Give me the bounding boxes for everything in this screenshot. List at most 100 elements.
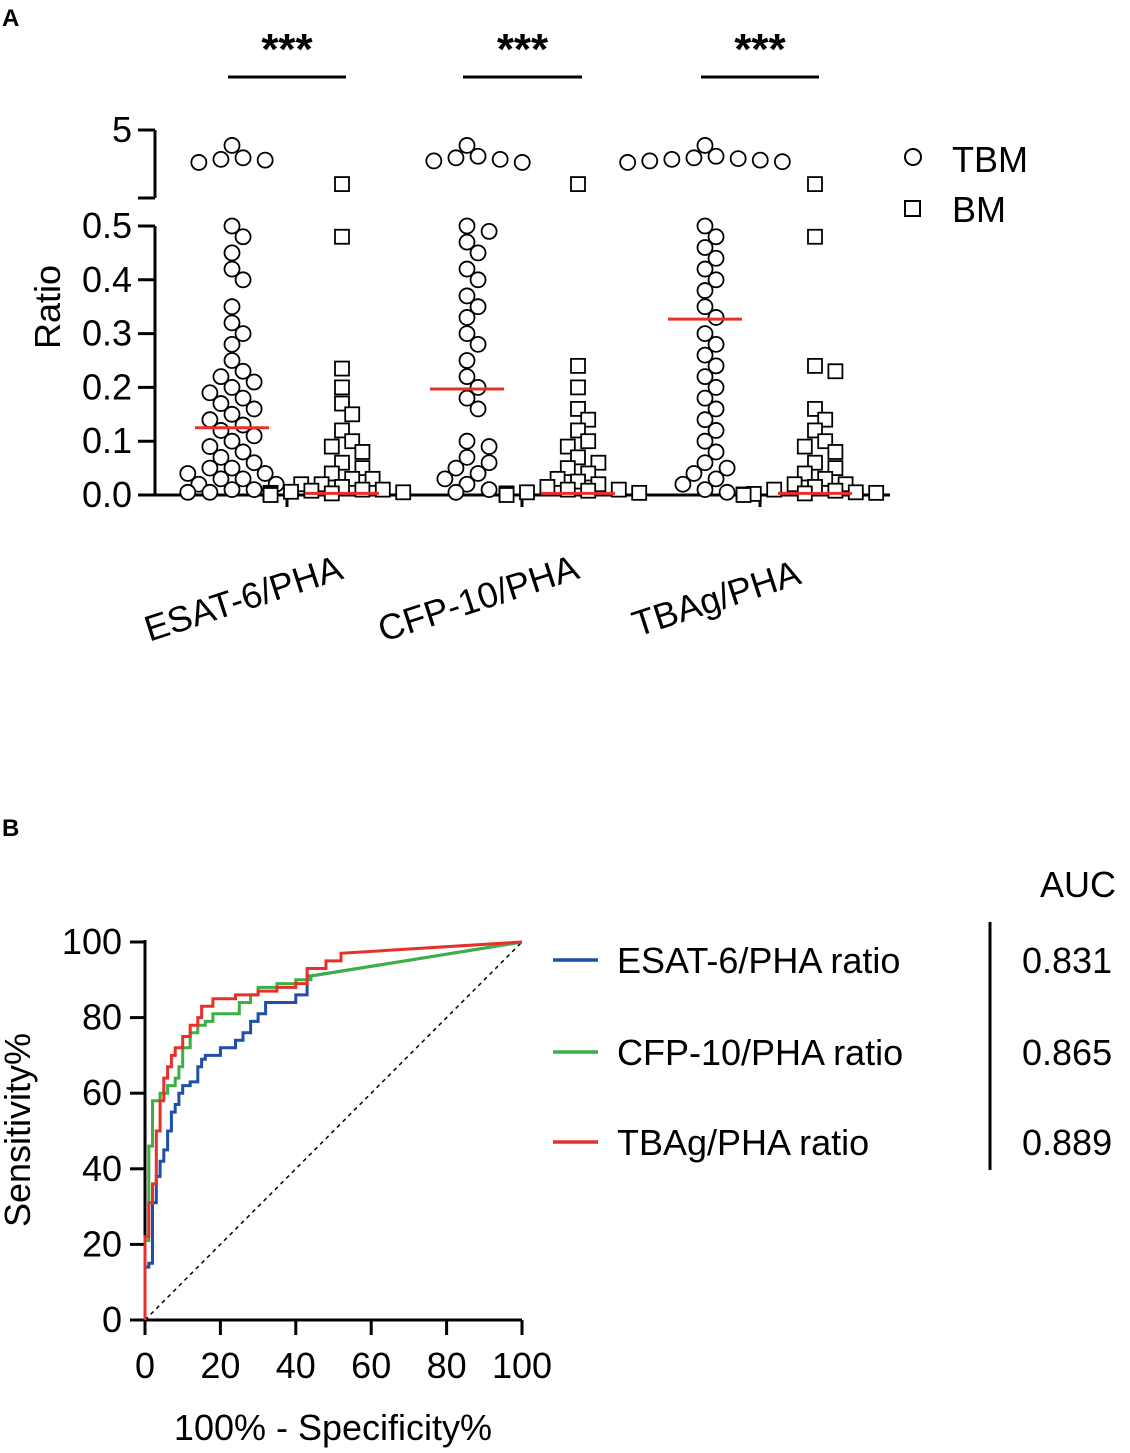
data-point-tbm	[696, 346, 714, 364]
data-point-bm	[334, 228, 350, 245]
roc-x-tick-label: 100	[492, 1345, 552, 1386]
y-tick-label: 0.5	[82, 205, 132, 246]
data-point-tbm	[707, 357, 725, 375]
data-point-tbm	[458, 233, 476, 251]
x-tick-label: CFP-10/PHA	[373, 546, 584, 649]
data-point-bm	[519, 484, 535, 501]
data-point-tbm	[707, 249, 725, 267]
y-axis-label: Ratio	[27, 265, 68, 349]
x-ticks: ESAT-6/PHA CFP-10/PHA TBAg/PHA	[139, 495, 805, 650]
data-point-bm	[570, 357, 586, 374]
auc-value-tbag: 0.889	[1022, 1122, 1112, 1163]
data-point-tbm	[245, 427, 263, 445]
data-point-bm	[766, 481, 783, 498]
significance-label: ***	[261, 25, 313, 74]
data-point-tbm	[469, 335, 487, 353]
data-point-tbm	[458, 287, 476, 305]
data-point-tbm	[696, 260, 714, 278]
roc-y-tick-label: 80	[82, 997, 122, 1038]
data-point-tbm	[773, 153, 791, 171]
data-point-tbm	[447, 149, 465, 167]
auc-value-cfp10: 0.865	[1022, 1032, 1112, 1073]
data-point-tbm	[469, 378, 487, 396]
y-tick-label: 5	[112, 109, 132, 150]
data-point-tbm	[480, 481, 498, 499]
data-point-bm	[303, 482, 320, 499]
data-point-bm	[807, 228, 823, 245]
roc-x-axis-label: 100% - Specificity%	[174, 1407, 492, 1448]
legend-marker-bm	[904, 200, 921, 217]
data-points	[179, 137, 885, 503]
y-tick-label: 0.0	[82, 474, 132, 515]
median-lines	[195, 317, 852, 495]
data-point-tbm	[245, 454, 263, 472]
significance-label: ***	[734, 25, 786, 74]
data-point-tbm	[707, 309, 725, 326]
data-point-tbm	[223, 335, 241, 353]
roc-x-tick-label: 20	[200, 1345, 240, 1386]
data-point-tbm	[201, 483, 219, 501]
data-point-tbm	[469, 271, 487, 289]
data-point-tbm	[718, 459, 736, 477]
data-point-tbm	[469, 400, 487, 418]
data-point-bm	[334, 379, 350, 396]
roc-curves	[143, 940, 523, 1320]
data-point-bm	[570, 379, 586, 396]
data-point-tbm	[212, 150, 230, 168]
data-point-tbm	[696, 481, 714, 499]
data-point-tbm	[707, 228, 725, 246]
x-tick-label: ESAT-6/PHA	[139, 547, 347, 649]
data-point-tbm	[201, 438, 219, 455]
data-point-tbm	[458, 260, 476, 278]
y-tick-label: 0.2	[82, 366, 132, 407]
data-point-bm	[631, 484, 648, 501]
data-point-tbm	[458, 432, 476, 450]
data-point-bm	[570, 176, 586, 192]
data-point-tbm	[245, 400, 263, 418]
data-point-tbm	[256, 151, 274, 169]
data-point-tbm	[491, 150, 509, 168]
panel-a: A 0.0 0.1 0.2 0.3 0.4 0.5 5 ESAT-6/PHA CFP-10/P…	[2, 5, 1028, 650]
data-point-tbm	[480, 454, 498, 472]
data-point-tbm	[447, 483, 465, 501]
data-point-tbm	[223, 432, 241, 450]
data-point-tbm	[707, 443, 725, 461]
data-point-tbm	[696, 137, 714, 154]
data-point-tbm	[245, 481, 263, 499]
legend-label-bm: BM	[952, 189, 1006, 230]
data-point-tbm	[436, 470, 454, 488]
data-point-tbm	[190, 154, 208, 171]
y-tick-label: 0.4	[82, 259, 132, 300]
legend-label-esat6: ESAT-6/PHA ratio	[617, 940, 900, 981]
data-point-bm	[610, 481, 627, 498]
legend-marker-tbm	[904, 148, 922, 166]
data-point-tbm	[256, 465, 274, 482]
roc-y-tick-label: 20	[82, 1223, 122, 1264]
data-point-tbm	[212, 395, 230, 412]
data-point-tbm	[458, 389, 476, 407]
data-point-tbm	[696, 432, 714, 450]
roc-x-tick-label: 40	[276, 1345, 316, 1386]
data-point-tbm	[696, 282, 714, 299]
data-point-bm	[374, 481, 391, 498]
data-point-bm	[323, 438, 340, 455]
data-point-tbm	[212, 448, 230, 466]
data-point-bm	[796, 438, 813, 455]
data-point-tbm	[685, 149, 703, 167]
roc-x-tick-label: 0	[135, 1345, 155, 1386]
data-point-tbm	[245, 373, 263, 391]
data-point-tbm	[223, 260, 241, 278]
data-point-bm	[827, 363, 844, 380]
auc-value-esat6: 0.831	[1022, 940, 1112, 981]
data-point-tbm	[223, 459, 241, 477]
data-point-bm	[735, 487, 752, 503]
data-point-bm	[827, 444, 844, 460]
data-point-bm	[539, 479, 556, 495]
data-point-tbm	[469, 298, 487, 316]
data-point-tbm	[674, 475, 692, 493]
legend-label-tbag: TBAg/PHA ratio	[617, 1122, 869, 1163]
data-point-tbm	[223, 378, 241, 396]
data-point-tbm	[707, 335, 725, 353]
data-point-bm	[807, 176, 823, 192]
data-point-tbm	[425, 152, 443, 170]
